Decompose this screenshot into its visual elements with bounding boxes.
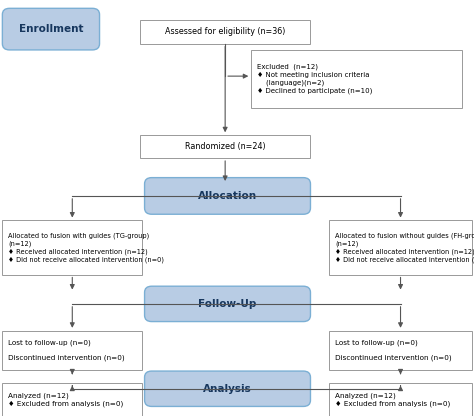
Text: Allocated to fusion without guides (FH-group)
(n=12)
♦ Received allocated interv: Allocated to fusion without guides (FH-g… <box>335 232 474 263</box>
FancyBboxPatch shape <box>329 220 472 275</box>
Text: Lost to follow-up (n=0)

Discontinued intervention (n=0): Lost to follow-up (n=0) Discontinued int… <box>335 339 452 362</box>
Text: Enrollment: Enrollment <box>18 24 83 34</box>
FancyBboxPatch shape <box>145 286 310 322</box>
FancyBboxPatch shape <box>251 50 462 108</box>
FancyBboxPatch shape <box>329 331 472 370</box>
FancyBboxPatch shape <box>329 383 472 416</box>
Text: Lost to follow-up (n=0)

Discontinued intervention (n=0): Lost to follow-up (n=0) Discontinued int… <box>8 339 125 362</box>
FancyBboxPatch shape <box>145 178 310 214</box>
FancyBboxPatch shape <box>140 20 310 44</box>
Text: Randomized (n=24): Randomized (n=24) <box>185 142 265 151</box>
FancyBboxPatch shape <box>2 220 142 275</box>
FancyBboxPatch shape <box>140 135 310 158</box>
Text: Analyzed (n=12)
♦ Excluded from analysis (n=0): Analyzed (n=12) ♦ Excluded from analysis… <box>8 392 123 407</box>
FancyBboxPatch shape <box>2 383 142 416</box>
FancyBboxPatch shape <box>2 8 100 50</box>
Text: Analyzed (n=12)
♦ Excluded from analysis (n=0): Analyzed (n=12) ♦ Excluded from analysis… <box>335 392 450 407</box>
FancyBboxPatch shape <box>145 371 310 406</box>
Text: Allocation: Allocation <box>198 191 257 201</box>
Text: Allocated to fusion with guides (TG-group)
(n=12)
♦ Received allocated intervent: Allocated to fusion with guides (TG-grou… <box>8 232 164 263</box>
Text: Follow-Up: Follow-Up <box>198 299 257 309</box>
Text: Excluded  (n=12)
♦ Not meeting inclusion criteria
    (language)(n=2)
♦ Declined: Excluded (n=12) ♦ Not meeting inclusion … <box>257 64 372 94</box>
FancyBboxPatch shape <box>2 331 142 370</box>
Text: Assessed for eligibility (n=36): Assessed for eligibility (n=36) <box>165 27 285 36</box>
Text: Analysis: Analysis <box>203 384 252 394</box>
